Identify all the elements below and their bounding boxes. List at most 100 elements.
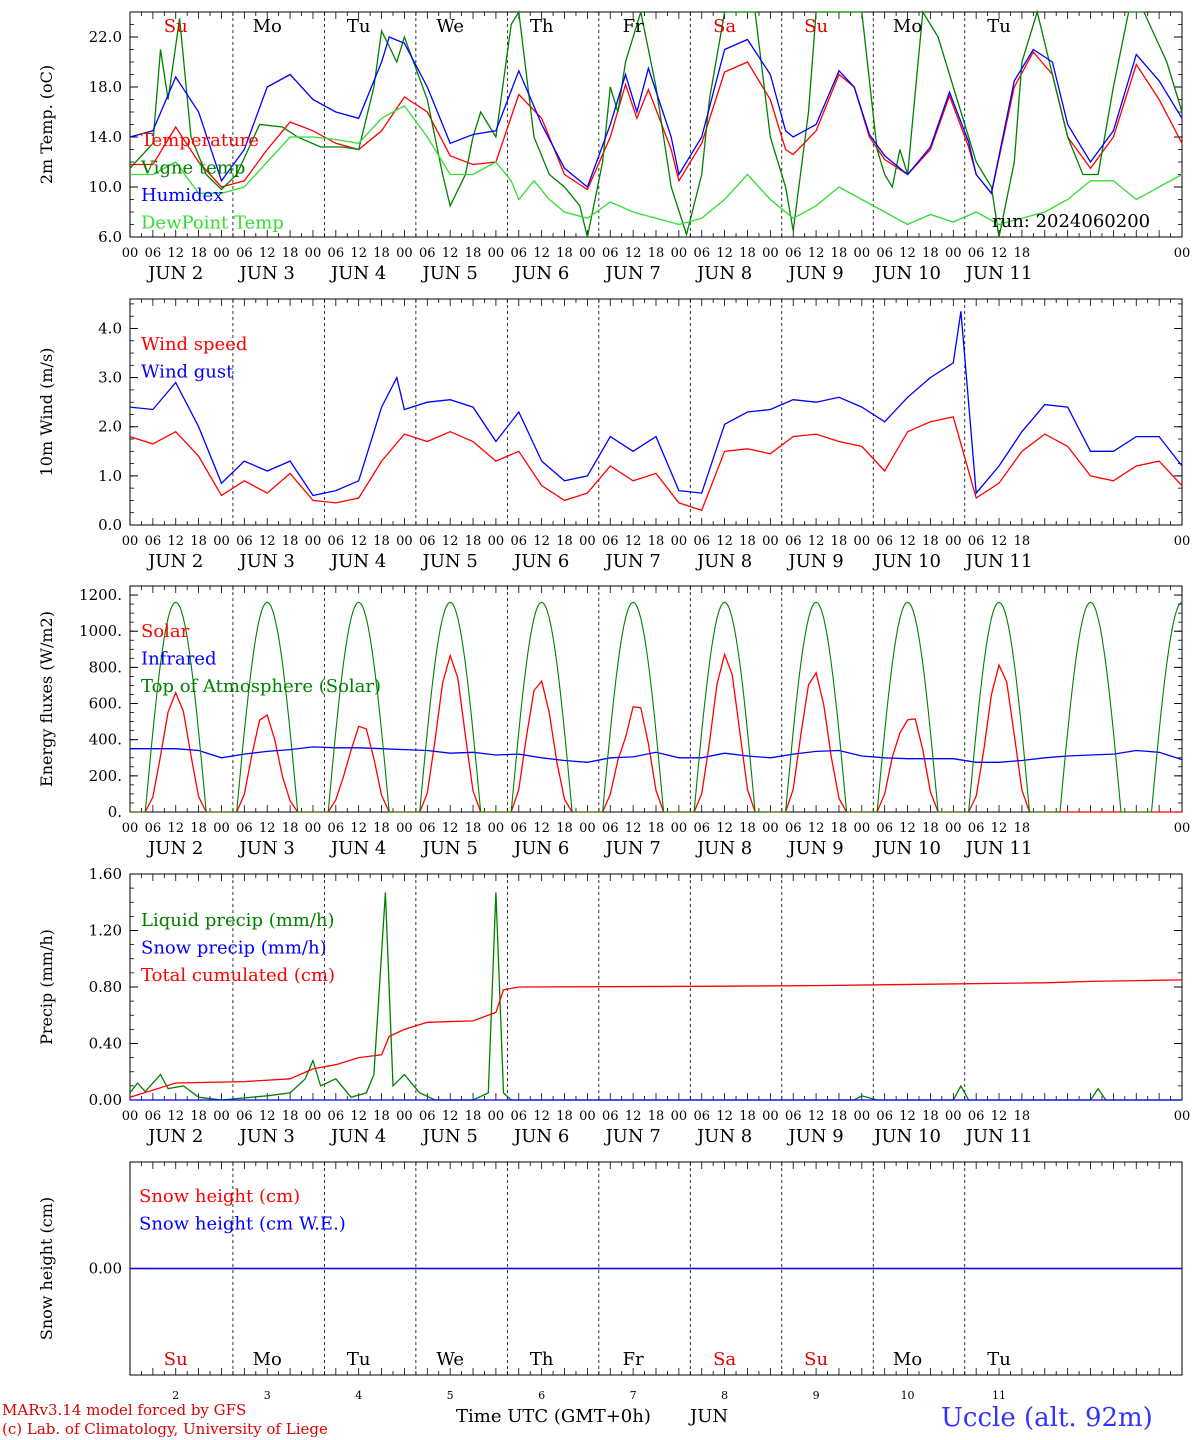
weekday-label-bottom: We — [436, 1349, 464, 1370]
x-hour-label: 18 — [373, 246, 390, 261]
x-hour-label: 00 — [488, 1109, 505, 1124]
y-axis-label: Snow height (cm) — [37, 1197, 56, 1340]
x-hour-label: 12 — [259, 534, 276, 549]
x-hour-label: 12 — [350, 246, 367, 261]
x-hour-label: 00 — [762, 821, 779, 836]
x-hour-label: 00 — [854, 821, 871, 836]
x-hour-label: 00 — [396, 821, 413, 836]
x-hour-label: 00 — [579, 1109, 596, 1124]
x-hour-label: 18 — [282, 534, 299, 549]
x-date-label: JUN 4 — [329, 838, 386, 859]
x-hour-label: 00 — [1174, 821, 1191, 836]
day-number-label: 6 — [538, 1389, 545, 1402]
weekday-label-top: Su — [804, 16, 828, 37]
y-tick-label: 18.0 — [89, 78, 122, 96]
weekday-label-top: Su — [164, 16, 188, 37]
legend-precip-1: Snow precip (mm/h) — [141, 938, 327, 959]
x-hour-label: 06 — [145, 246, 162, 261]
station-label: Uccle (alt. 92m) — [941, 1403, 1153, 1433]
y-axis-label: 10m Wind (m/s) — [37, 348, 56, 477]
x-hour-label: 12 — [991, 1109, 1008, 1124]
x-hour-label: 12 — [899, 246, 916, 261]
x-hour-label: 00 — [1174, 534, 1191, 549]
x-date-label: JUN 5 — [421, 263, 478, 284]
credit-line-2: (c) Lab. of Climatology, University of L… — [2, 1420, 328, 1438]
x-hour-label: 06 — [236, 534, 253, 549]
x-date-label: JUN 11 — [964, 838, 1033, 859]
x-hour-label: 00 — [671, 246, 688, 261]
y-tick-label: 22.0 — [89, 28, 122, 46]
x-hour-label: 12 — [259, 246, 276, 261]
x-date-label: JUN 8 — [695, 838, 752, 859]
x-hour-label: 00 — [305, 246, 322, 261]
x-hour-label: 18 — [922, 534, 939, 549]
legend-temperature-2: Humidex — [141, 185, 223, 206]
y-tick-label: 6.0 — [98, 228, 122, 246]
x-hour-label: 12 — [716, 1109, 733, 1124]
x-hour-label: 06 — [968, 534, 985, 549]
x-hour-label: 18 — [1014, 1109, 1031, 1124]
legend-wind-1: Wind gust — [141, 362, 234, 383]
x-date-label: JUN 10 — [872, 838, 941, 859]
x-date-label: JUN 3 — [238, 1126, 295, 1147]
x-hour-label: 12 — [533, 1109, 550, 1124]
weekday-label-bottom: Sa — [713, 1349, 736, 1370]
x-date-label: JUN 2 — [146, 551, 203, 572]
x-hour-label: 06 — [602, 246, 619, 261]
x-hour-label: 06 — [419, 534, 436, 549]
x-hour-label: 00 — [396, 534, 413, 549]
x-date-label: JUN 9 — [786, 838, 843, 859]
x-hour-label: 06 — [511, 1109, 528, 1124]
weekday-label-top: Mo — [893, 16, 922, 37]
y-tick-label: 14.0 — [89, 128, 122, 146]
legend-energy-1: Infrared — [141, 649, 216, 670]
x-hour-label: 06 — [693, 1109, 710, 1124]
x-date-label: JUN 11 — [964, 263, 1033, 284]
x-hour-label: 00 — [213, 821, 230, 836]
day-number-label: 4 — [355, 1389, 362, 1402]
x-hour-label: 12 — [167, 821, 184, 836]
x-hour-label: 06 — [328, 821, 345, 836]
x-hour-label: 12 — [350, 821, 367, 836]
x-date-label: JUN 10 — [872, 551, 941, 572]
x-hour-label: 12 — [259, 821, 276, 836]
x-hour-label: 12 — [167, 534, 184, 549]
x-hour-label: 12 — [899, 534, 916, 549]
x-hour-label: 12 — [533, 821, 550, 836]
day-number-label: 8 — [721, 1389, 728, 1402]
x-hour-label: 18 — [922, 1109, 939, 1124]
credit-line-1: MARv3.14 model forced by GFS — [2, 1401, 247, 1419]
x-date-label: JUN 2 — [146, 838, 203, 859]
weekday-label-top: We — [436, 16, 464, 37]
x-hour-label: 18 — [373, 534, 390, 549]
x-date-label: JUN 6 — [512, 263, 569, 284]
x-hour-label: 00 — [854, 246, 871, 261]
series-temperature-1 — [129, 9, 1183, 238]
x-hour-label: 00 — [122, 821, 139, 836]
x-hour-label: 18 — [190, 534, 207, 549]
x-date-label: JUN 4 — [329, 551, 386, 572]
weekday-label-bottom: Su — [804, 1349, 828, 1370]
x-hour-label: 00 — [122, 534, 139, 549]
x-hour-label: 12 — [899, 821, 916, 836]
x-hour-label: 06 — [511, 246, 528, 261]
x-date-label: JUN 8 — [695, 551, 752, 572]
x-hour-label: 06 — [419, 821, 436, 836]
x-date-label: JUN 6 — [512, 838, 569, 859]
x-hour-label: 12 — [625, 821, 642, 836]
x-hour-label: 12 — [167, 1109, 184, 1124]
x-hour-label: 12 — [442, 534, 459, 549]
x-hour-label: 18 — [556, 821, 573, 836]
series-temperature-3 — [130, 104, 1183, 226]
x-hour-label: 12 — [716, 246, 733, 261]
x-hour-label: 18 — [190, 246, 207, 261]
x-hour-label: 18 — [831, 821, 848, 836]
weekday-label-top: Fr — [623, 16, 644, 37]
y-axis-label: 2m Temp. (oC) — [37, 65, 56, 184]
y-tick-label: 800. — [89, 658, 122, 676]
x-hour-label: 18 — [282, 821, 299, 836]
x-hour-label: 12 — [991, 821, 1008, 836]
x-hour-label: 00 — [213, 246, 230, 261]
x-hour-label: 06 — [602, 534, 619, 549]
x-hour-label: 00 — [1174, 1109, 1191, 1124]
